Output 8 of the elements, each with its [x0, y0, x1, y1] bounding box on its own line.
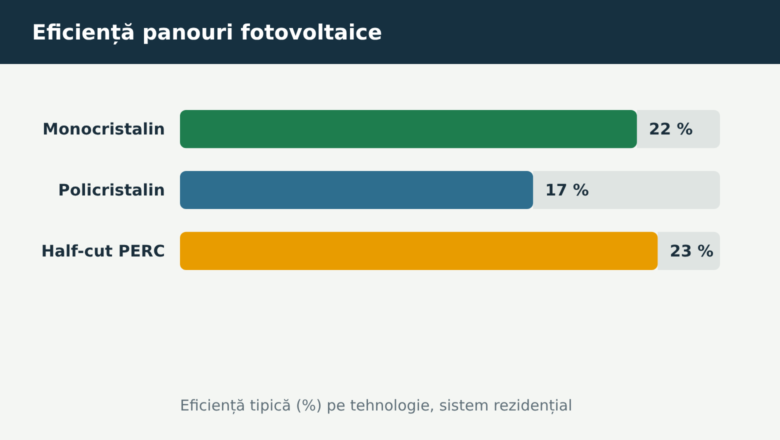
data-label: 17 %: [545, 180, 589, 200]
data-label: 23 %: [670, 242, 714, 261]
y-tick-label: Policristalin: [58, 180, 165, 200]
y-tick-label: Half-cut PERC: [41, 242, 165, 261]
y-tick-label: Monocristalin: [42, 120, 165, 139]
chart-title: Eficiență panouri fotovoltaice: [32, 20, 382, 46]
text: Eficiență tipică (%) pe tehnologie, sistem rezidențial: [180, 396, 572, 414]
data-label: 22 %: [648, 120, 693, 139]
